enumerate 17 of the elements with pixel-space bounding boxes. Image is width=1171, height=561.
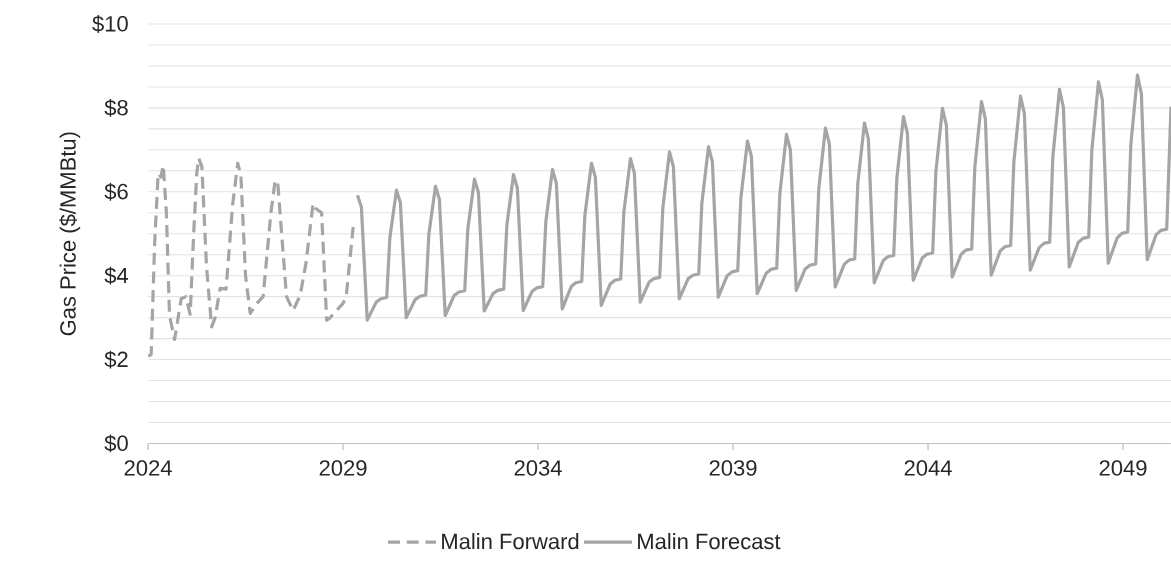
y-tick-label: $2	[104, 350, 128, 369]
x-tick-label: 2024	[124, 459, 172, 476]
y-tick-label: $6	[104, 182, 128, 201]
line-series	[355, 73, 1171, 322]
y-tick-label: $0	[104, 434, 128, 453]
x-tick-label: 2044	[904, 459, 952, 476]
y-tick-label: $8	[104, 98, 128, 117]
line-series	[148, 156, 355, 358]
y-tick-label: $10	[92, 14, 128, 33]
x-tick-label: 2034	[514, 459, 562, 476]
x-tick-label: 2029	[319, 459, 367, 476]
y-tick-label: $4	[104, 266, 129, 285]
legend-label: Malin Forecast	[638, 532, 781, 549]
x-tick-label: 2049	[1099, 459, 1147, 476]
legend-label: Malin Forward	[442, 532, 579, 549]
x-tick-label: 2039	[709, 459, 757, 476]
y-axis-title: Gas Price ($/MMBtu)	[59, 132, 81, 336]
